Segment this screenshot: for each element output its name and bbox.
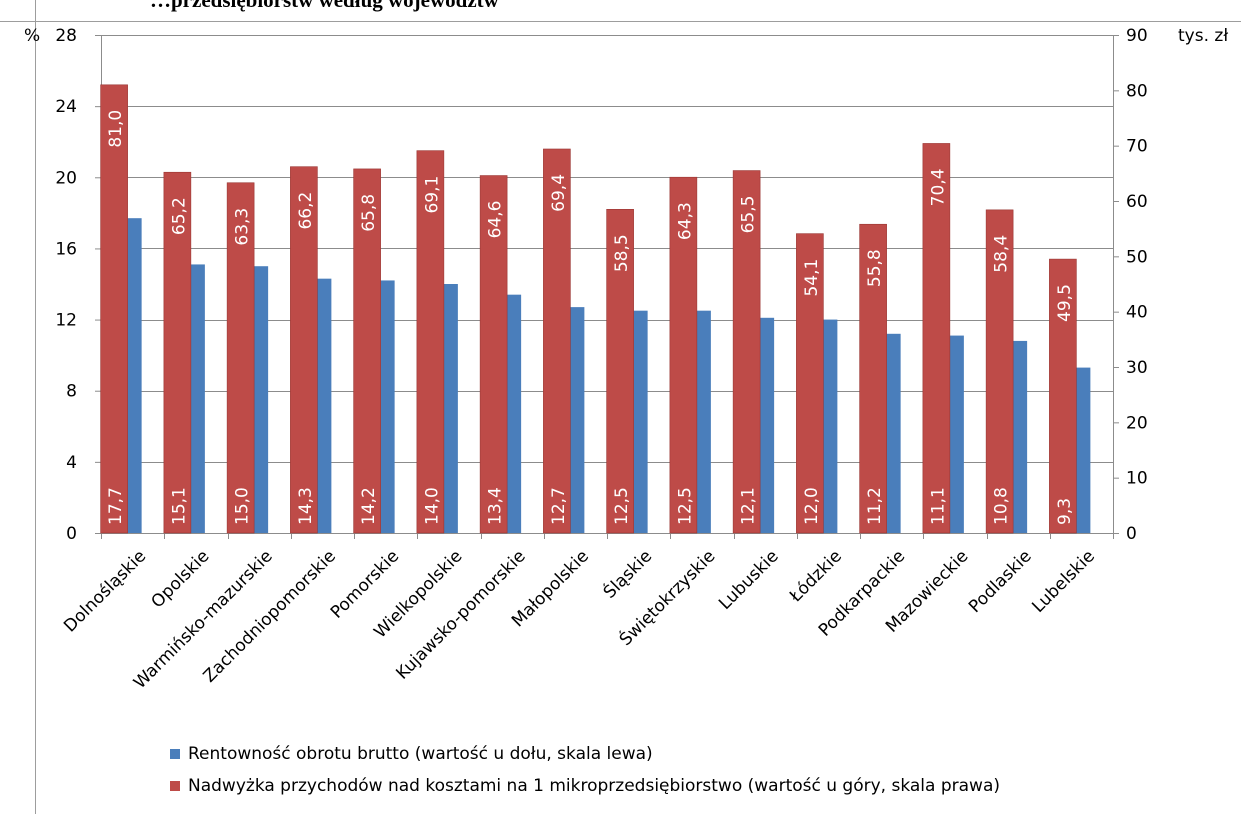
bar-red-value-label: 63,3: [233, 208, 253, 246]
bar-red-value-label: 54,1: [802, 259, 822, 297]
bar-red-value-label: 81,0: [106, 110, 126, 148]
bar-blue-value-label: 12,7: [549, 487, 569, 525]
bar-blue-value-label: 11,1: [928, 487, 948, 525]
bar-red: [353, 168, 381, 534]
y-right-tick-label: 10: [1126, 469, 1148, 489]
bar-blue-value-label: 15,0: [233, 487, 253, 525]
legend: Rentowność obrotu brutto (wartość u dołu…: [170, 738, 1000, 802]
y-left-tick-label: 8: [66, 382, 77, 402]
legend-swatch-red: [170, 781, 180, 791]
bar-blue-value-label: 14,2: [359, 487, 379, 525]
y-right-tick-label: 60: [1126, 192, 1148, 212]
y-right-tick-label: 20: [1126, 413, 1148, 433]
legend-label-right-series: Nadwyżka przychodów nad kosztami na 1 mi…: [188, 776, 1000, 796]
bar-red: [606, 209, 634, 534]
x-category-label: Lubuskie: [715, 546, 782, 613]
legend-swatch-blue: [170, 749, 180, 759]
y-right-tick-label: 50: [1126, 247, 1148, 267]
x-category-label: Lubelskie: [1028, 546, 1099, 617]
bar-blue-value-label: 14,3: [296, 487, 316, 525]
bar-red-value-label: 69,4: [549, 174, 569, 212]
y-right-tick-label: 90: [1126, 26, 1148, 46]
bar-blue-value-label: 13,4: [486, 487, 506, 525]
bar-red-value-label: 70,4: [928, 168, 948, 206]
y-left-tick-label: 4: [66, 453, 77, 473]
x-category-label: Łódzkie: [785, 546, 846, 607]
bar-blue-value-label: 17,7: [106, 487, 126, 525]
bar-red-value-label: 58,5: [612, 234, 632, 272]
y-right-unit-label: tys. zł: [1178, 26, 1228, 46]
bar-red-value-label: 49,5: [1055, 284, 1075, 322]
bar-blue-value-label: 12,1: [739, 487, 759, 525]
bar-red-value-label: 55,8: [865, 249, 885, 287]
bar-red: [163, 171, 192, 534]
y-left-tick-label: 12: [55, 311, 77, 331]
y-left-tick-label: 0: [66, 524, 77, 544]
bar-blue-value-label: 9,3: [1055, 498, 1075, 525]
bar-red: [479, 175, 508, 534]
x-category-label: Podlaskie: [965, 546, 1036, 617]
bar-red-value-label: 65,5: [739, 196, 759, 234]
bar-blue-value-label: 15,1: [169, 487, 189, 525]
legend-label-left-series: Rentowność obrotu brutto (wartość u dołu…: [188, 744, 653, 764]
bar-blue-value-label: 12,5: [675, 487, 695, 525]
y-right-tick-label: 80: [1126, 81, 1148, 101]
bar-red-value-label: 69,1: [422, 176, 442, 214]
x-category-label: Opolskie: [148, 546, 214, 612]
y-right-tick-label: 30: [1126, 358, 1148, 378]
bar-blue-value-label: 10,8: [992, 487, 1012, 525]
y-right-tick-label: 0: [1126, 524, 1137, 544]
bar-red-value-label: 66,2: [296, 192, 316, 230]
y-right-tick-label: 70: [1126, 137, 1148, 157]
bar-red-value-label: 65,2: [169, 197, 189, 235]
bar-red: [226, 182, 255, 534]
x-category-label: Dolnośląskie: [60, 546, 150, 636]
y-left-tick-label: 20: [55, 168, 77, 188]
y-left-tick-label: 24: [55, 97, 77, 117]
legend-item-right-series: Nadwyżka przychodów nad kosztami na 1 mi…: [170, 770, 1000, 802]
bar-red-value-label: 64,3: [675, 202, 695, 240]
bar-red: [543, 148, 571, 534]
bar-red-value-label: 64,6: [486, 201, 506, 239]
bar-red: [922, 143, 951, 534]
bar-red: [985, 209, 1014, 534]
y-left-tick-label: 16: [55, 239, 77, 259]
bar-red: [669, 176, 698, 534]
x-category-label: Zachodniopomorskie: [200, 546, 340, 686]
bar-red: [416, 150, 445, 534]
bar-red: [1049, 258, 1077, 534]
y-left-tick-label: 28: [55, 26, 77, 46]
page-title: …przedsiębiorstw według województw: [150, 0, 499, 12]
y-left-unit-label: %: [24, 26, 40, 46]
bar-blue-value-label: 12,0: [802, 487, 822, 525]
y-right-tick-label: 40: [1126, 303, 1148, 323]
bar-red: [100, 84, 128, 534]
bar-red: [796, 233, 824, 534]
bar-blue-value-label: 14,0: [422, 487, 442, 525]
bar-red: [732, 170, 761, 534]
bar-red: [859, 223, 887, 534]
bar-red-value-label: 58,4: [992, 235, 1012, 273]
x-category-label: Śląskie: [598, 545, 656, 603]
bar-red-value-label: 65,8: [359, 194, 379, 232]
legend-item-left-series: Rentowność obrotu brutto (wartość u dołu…: [170, 738, 1000, 770]
bar-blue-value-label: 12,5: [612, 487, 632, 525]
bar-blue-value-label: 11,2: [865, 487, 885, 525]
bar-red: [290, 166, 318, 534]
